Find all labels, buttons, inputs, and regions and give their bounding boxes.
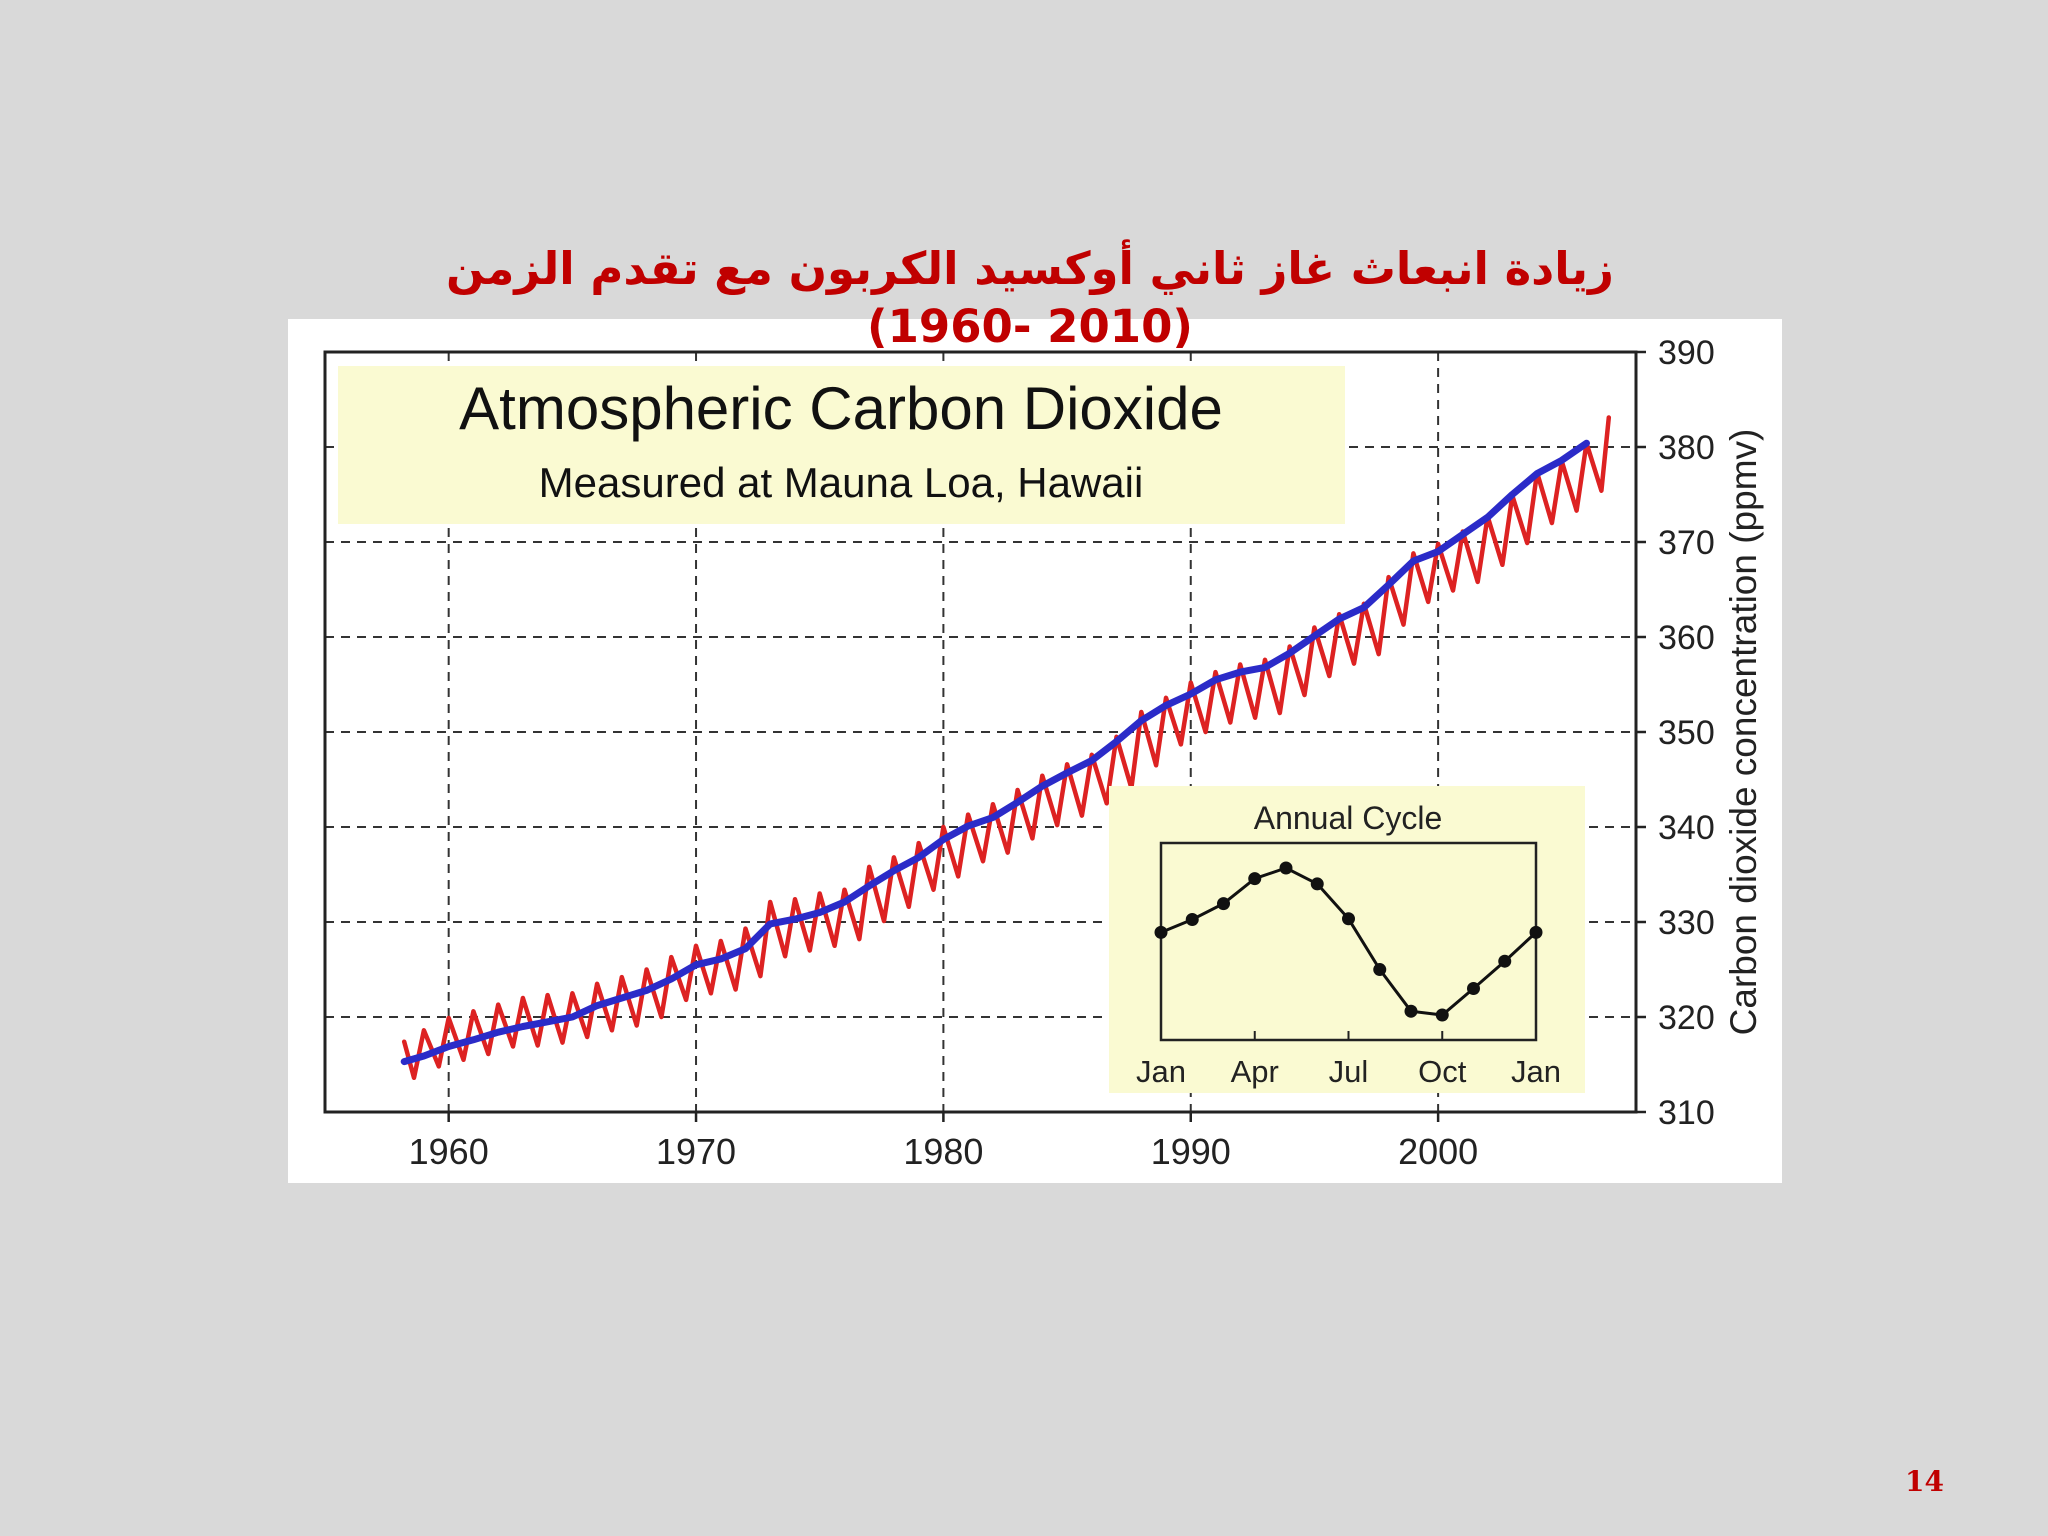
y-tick-label: 350	[1658, 714, 1715, 752]
inset-x-tick-label: Jul	[1329, 1054, 1369, 1089]
axes: 310 320 330 340 350 360 370 380 390 1960 1970 1980 1…	[409, 334, 1715, 1172]
y-tick-label: 330	[1658, 904, 1715, 942]
y-tick-label: 380	[1658, 429, 1715, 467]
annual-cycle-point	[1217, 897, 1230, 911]
x-tick-label: 1960	[409, 1131, 489, 1172]
annual-cycle-inset: Annual Cycle Jan Apr Jul Oct Jan	[1109, 786, 1585, 1093]
annual-cycle-point	[1279, 861, 1293, 875]
co2-chart-image: Atmospheric Carbon Dioxide Measured at M…	[288, 319, 1782, 1183]
y-tick-label: 360	[1658, 619, 1715, 657]
annual-cycle-point	[1154, 925, 1168, 939]
inset-x-tick-label: Oct	[1418, 1054, 1467, 1089]
series-layer	[400, 415, 1612, 1081]
co2-chart: Atmospheric Carbon Dioxide Measured at M…	[323, 334, 1764, 1172]
annual-cycle-point	[1248, 872, 1262, 886]
annual-cycle-point	[1435, 1008, 1449, 1022]
inset-x-tick-label: Jan	[1136, 1054, 1186, 1089]
x-tick-label: 1970	[656, 1131, 736, 1172]
annual-cycle-point	[1467, 981, 1480, 995]
x-tick-label: 1980	[903, 1131, 983, 1172]
y-tick-label: 390	[1658, 334, 1715, 372]
y-tick-label: 370	[1658, 524, 1715, 562]
annual-cycle-point	[1310, 877, 1324, 891]
slide-title-line-2: (1960- 2010)	[867, 300, 1193, 353]
y-tick-label: 310	[1658, 1094, 1715, 1132]
y-tick-label: 320	[1658, 999, 1715, 1037]
chart-subtitle: Measured at Mauna Loa, Hawaii	[539, 459, 1144, 506]
annual-cycle-point	[1342, 912, 1355, 926]
inset-x-tick-label: Jan	[1511, 1054, 1561, 1089]
slide-title: زيادة انبعاث غاز ثاني أوكسيد الكربون مع …	[300, 240, 1760, 356]
y-tick-label: 340	[1658, 809, 1715, 847]
annual-cycle-point	[1373, 963, 1387, 977]
title-box	[338, 366, 1345, 524]
annual-cycle-point	[1529, 925, 1543, 939]
annual-cycle-point	[1498, 954, 1512, 968]
annual-cycle-point	[1404, 1004, 1418, 1018]
inset-x-tick-label: Apr	[1231, 1054, 1279, 1089]
x-tick-label: 2000	[1398, 1131, 1478, 1172]
monthly-series-line	[401, 415, 1612, 1081]
chart-title: Atmospheric Carbon Dioxide	[459, 375, 1223, 442]
trend-series-line	[400, 439, 1590, 1066]
annual-cycle-point	[1185, 913, 1199, 927]
page-number: 14	[1905, 1465, 1944, 1498]
slide-title-line-1: زيادة انبعاث غاز ثاني أوكسيد الكربون مع …	[446, 242, 1614, 295]
x-tick-label: 1990	[1151, 1131, 1231, 1172]
inset-box	[1109, 786, 1585, 1093]
y-axis-label: Carbon dioxide concentration (ppmv)	[1723, 429, 1764, 1036]
inset-title: Annual Cycle	[1254, 800, 1443, 836]
